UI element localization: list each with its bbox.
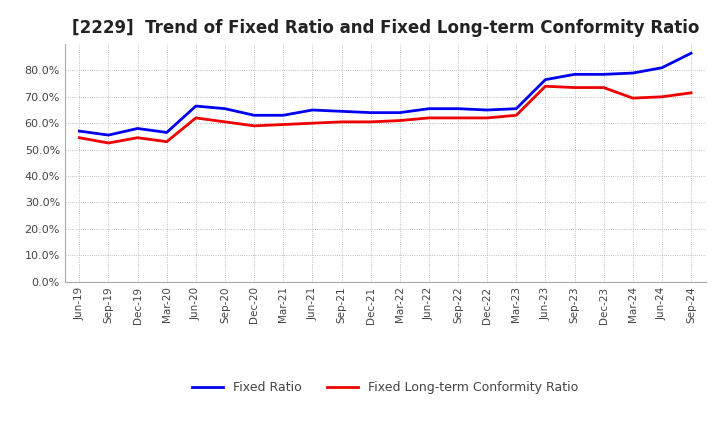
Fixed Long-term Conformity Ratio [250, 123, 258, 128]
Fixed Long-term Conformity Ratio [133, 135, 142, 140]
Fixed Long-term Conformity Ratio [192, 115, 200, 121]
Fixed Ratio [454, 106, 462, 111]
Title: [2229]  Trend of Fixed Ratio and Fixed Long-term Conformity Ratio: [2229] Trend of Fixed Ratio and Fixed Lo… [71, 19, 699, 37]
Fixed Ratio [425, 106, 433, 111]
Fixed Ratio [366, 110, 375, 115]
Fixed Long-term Conformity Ratio [337, 119, 346, 125]
Fixed Ratio [337, 109, 346, 114]
Fixed Long-term Conformity Ratio [104, 140, 113, 146]
Fixed Long-term Conformity Ratio [629, 95, 637, 101]
Fixed Long-term Conformity Ratio [279, 122, 287, 127]
Fixed Long-term Conformity Ratio [512, 113, 521, 118]
Fixed Long-term Conformity Ratio [454, 115, 462, 121]
Fixed Ratio [541, 77, 550, 82]
Fixed Ratio [512, 106, 521, 111]
Fixed Long-term Conformity Ratio [163, 139, 171, 144]
Fixed Long-term Conformity Ratio [657, 94, 666, 99]
Fixed Long-term Conformity Ratio [220, 119, 229, 125]
Fixed Long-term Conformity Ratio [75, 135, 84, 140]
Fixed Ratio [163, 130, 171, 135]
Fixed Ratio [308, 107, 317, 113]
Fixed Ratio [687, 51, 696, 56]
Fixed Ratio [75, 128, 84, 134]
Fixed Long-term Conformity Ratio [366, 119, 375, 125]
Fixed Ratio [104, 132, 113, 138]
Fixed Ratio [599, 72, 608, 77]
Fixed Long-term Conformity Ratio [425, 115, 433, 121]
Line: Fixed Long-term Conformity Ratio: Fixed Long-term Conformity Ratio [79, 86, 691, 143]
Fixed Long-term Conformity Ratio [483, 115, 492, 121]
Fixed Ratio [395, 110, 404, 115]
Fixed Long-term Conformity Ratio [308, 121, 317, 126]
Fixed Ratio [133, 126, 142, 131]
Fixed Long-term Conformity Ratio [570, 85, 579, 90]
Fixed Ratio [657, 65, 666, 70]
Fixed Ratio [220, 106, 229, 111]
Fixed Ratio [250, 113, 258, 118]
Fixed Long-term Conformity Ratio [541, 84, 550, 89]
Fixed Ratio [483, 107, 492, 113]
Fixed Ratio [192, 103, 200, 109]
Legend: Fixed Ratio, Fixed Long-term Conformity Ratio: Fixed Ratio, Fixed Long-term Conformity … [187, 376, 583, 399]
Fixed Ratio [629, 70, 637, 76]
Fixed Ratio [570, 72, 579, 77]
Fixed Long-term Conformity Ratio [687, 90, 696, 95]
Line: Fixed Ratio: Fixed Ratio [79, 53, 691, 135]
Fixed Long-term Conformity Ratio [395, 118, 404, 123]
Fixed Long-term Conformity Ratio [599, 85, 608, 90]
Fixed Ratio [279, 113, 287, 118]
